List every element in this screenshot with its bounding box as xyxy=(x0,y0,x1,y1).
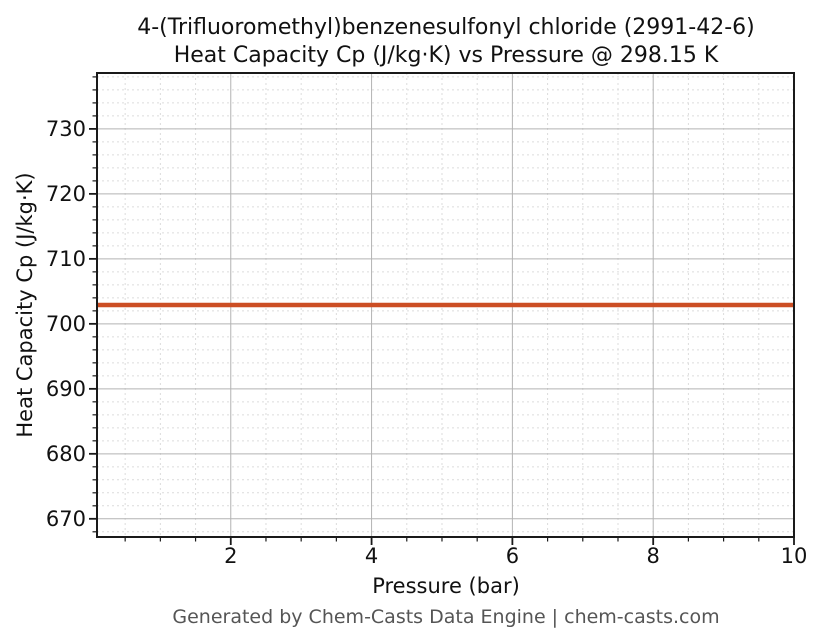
y-tick-label: 710 xyxy=(46,247,86,271)
x-tick-label: 10 xyxy=(781,544,808,568)
x-tick-label: 8 xyxy=(647,544,660,568)
chart-title: 4-(Trifluoromethyl)benzenesulfonyl chlor… xyxy=(137,14,755,70)
x-tick-label: 4 xyxy=(365,544,378,568)
footer-credit: Generated by Chem-Casts Data Engine | ch… xyxy=(172,606,720,628)
x-tick-label: 6 xyxy=(506,544,519,568)
y-tick-label: 700 xyxy=(46,312,86,336)
y-tick-label: 730 xyxy=(46,117,86,141)
y-axis-label: Heat Capacity Cp (J/kg·K) xyxy=(13,172,37,438)
x-axis-label: Pressure (bar) xyxy=(372,574,520,598)
y-tick-label: 680 xyxy=(46,442,86,466)
axis-ticks: 2 4 6 8 10 670 680 690 700 710 720 730 xyxy=(46,76,808,568)
x-tick-label: 2 xyxy=(224,544,237,568)
grid-minor xyxy=(97,73,794,537)
y-tick-label: 690 xyxy=(46,377,86,401)
chart-title-line2: Heat Capacity Cp (J/kg·K) vs Pressure @ … xyxy=(173,43,719,68)
y-tick-label: 720 xyxy=(46,182,86,206)
y-tick-label: 670 xyxy=(46,507,86,531)
chart-title-line1: 4-(Trifluoromethyl)benzenesulfonyl chlor… xyxy=(137,15,755,40)
grid-major xyxy=(97,73,794,537)
plot-border xyxy=(96,72,795,538)
